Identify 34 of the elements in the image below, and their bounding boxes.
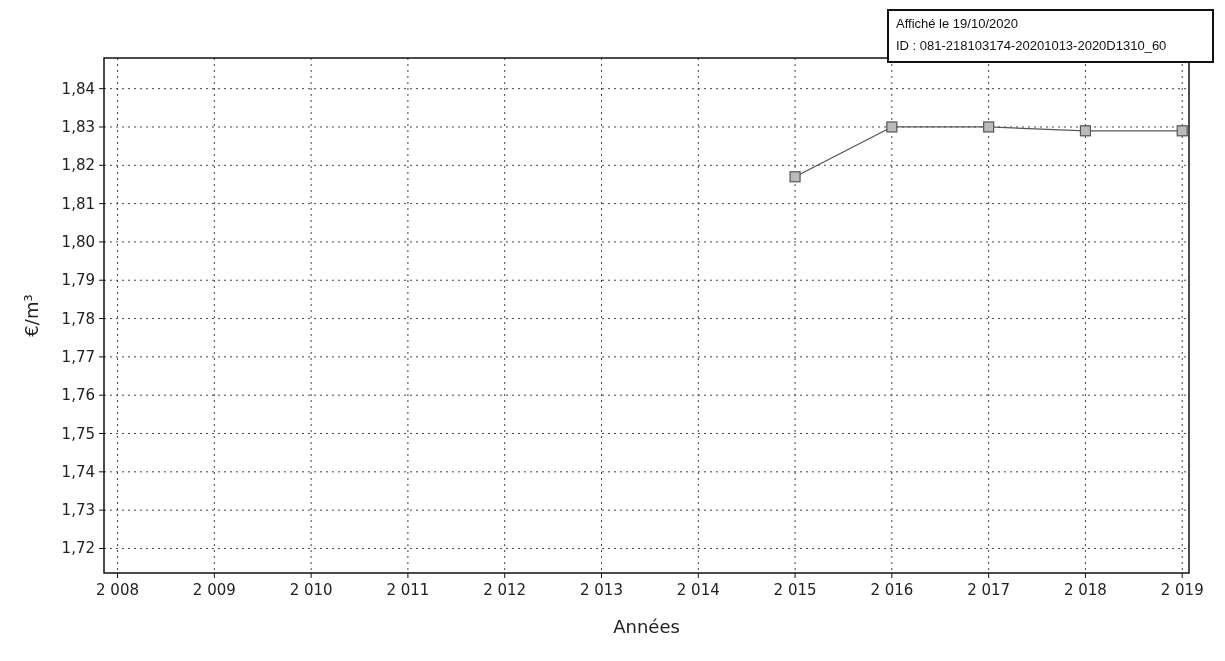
point [789,171,801,183]
text: ID : 081-218103174-20201013-2020D1310_60 [896,38,1167,53]
x-tick-label: 2 008 [96,581,140,599]
x-tick-label: 2 012 [483,581,527,599]
y-tick-label: 1,77 [61,347,95,366]
y-tick-label: 1,73 [61,501,95,520]
y-axis-title: €/m³ [21,294,42,337]
x-axis-title: Années [613,616,680,637]
point [983,121,995,133]
y-tick-label: 1,74 [61,462,95,481]
point [886,121,898,133]
y-tick-label: 1,83 [61,117,95,136]
point [1079,125,1092,137]
y-tick-label: 1,84 [61,79,95,98]
x-tick-label: 2 011 [386,581,430,599]
point [1176,125,1188,137]
y-tick-label: 1,78 [61,309,95,328]
y-tick-label: 1,82 [61,156,95,175]
y-tick-label: 1,79 [61,271,95,290]
x-tick-label: 2 015 [773,581,817,599]
x-tick-label: 2 017 [967,581,1011,599]
y-tick-label: 1,75 [61,424,95,443]
x-tick-label: 2 010 [289,581,333,599]
x-tick-label: 2 009 [192,581,236,599]
x-tick-label: 2 018 [1063,581,1107,599]
y-tick-label: 1,80 [61,232,95,251]
x-tick-label: 2 019 [1160,581,1204,599]
x-tick-label: 2 016 [870,581,914,599]
x-tick-label: 2 013 [580,581,623,599]
y-tick-label: 1,72 [61,539,95,558]
text: Affiché le 19/10/2020 [896,16,1018,31]
y-tick-label: 1,76 [61,386,95,405]
y-tick-label: 1,81 [61,194,95,213]
x-tick-label: 2 014 [676,581,720,599]
